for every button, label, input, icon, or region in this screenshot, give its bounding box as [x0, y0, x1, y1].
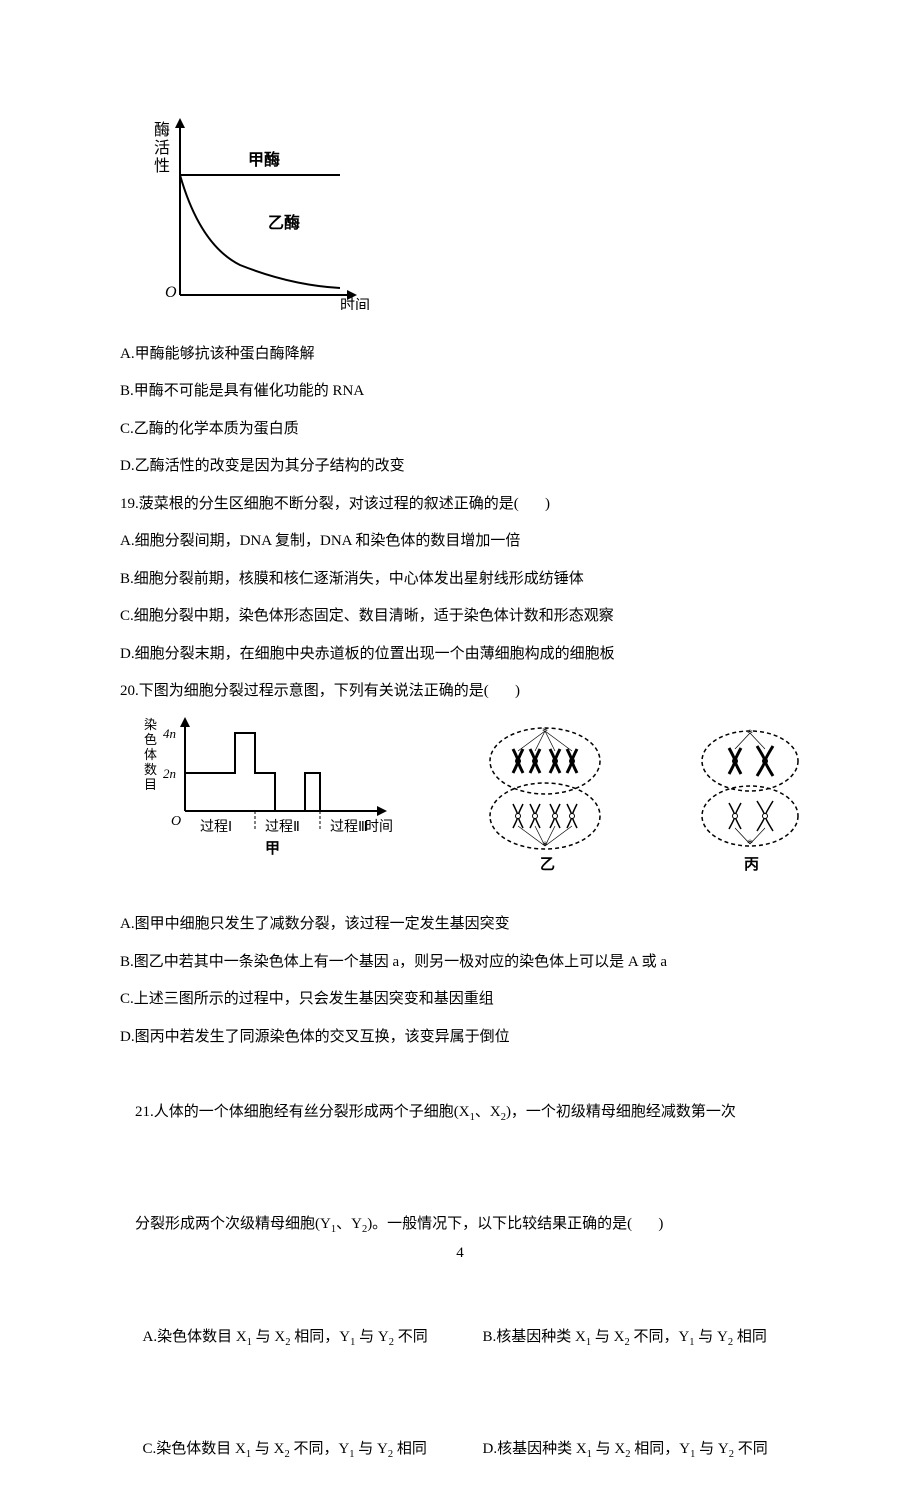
- svg-text:过程Ⅰ: 过程Ⅰ: [200, 819, 232, 835]
- q21c-post: 相同: [393, 1441, 427, 1457]
- svg-text:O: O: [171, 814, 181, 829]
- q21a-m2: 相同，Y: [291, 1329, 351, 1345]
- svg-text:甲酶: 甲酶: [248, 150, 280, 169]
- page-number: 4: [0, 1235, 920, 1273]
- option-d-18: D.乙酶活性的改变是因为其分子结构的改变: [120, 448, 800, 486]
- q21d-m1: 与 X: [592, 1441, 625, 1457]
- question-20-option-a: A.图甲中细胞只发生了减数分裂，该过程一定发生基因突变: [120, 906, 800, 944]
- q21c-m1: 与 X: [251, 1441, 284, 1457]
- question-21-row2: C.染色体数目 X1 与 X2 不同，Y1 与 Y2 相同 D.核基因种类 X1…: [120, 1394, 800, 1506]
- q20-figure-row: 染色体数目4n2nO过程Ⅰ过程Ⅱ过程Ⅲ时间甲 **乙 **丙: [140, 711, 800, 887]
- svg-text:目: 目: [144, 777, 157, 792]
- q21a-post: 不同: [394, 1329, 428, 1345]
- svg-text:乙酶: 乙酶: [268, 213, 300, 232]
- option-c-18: C.乙酶的化学本质为蛋白质: [120, 411, 800, 449]
- q21-l1-post: )，一个初级精母细胞经减数第一次: [506, 1104, 736, 1120]
- svg-text:活: 活: [154, 139, 170, 157]
- q21b-m2: 不同，Y: [630, 1329, 690, 1345]
- chromosome-count-chart: 染色体数目 4n 2n O 过程Ⅰ 过程Ⅱ 过程Ⅲ时间甲: [140, 711, 400, 887]
- svg-text:时间: 时间: [340, 297, 370, 310]
- option-b-18: B.甲酶不可能是具有催化功能的 RNA: [120, 373, 800, 411]
- question-19-option-c: C.细胞分裂中期，染色体形态固定、数目清晰，适于染色体计数和形态观察: [120, 598, 800, 636]
- q21d-m3: 与 Y: [695, 1441, 728, 1457]
- q21-l2-pre: 分裂形成两个次级精母细胞(Y: [135, 1216, 331, 1232]
- q21b-m1: 与 X: [591, 1329, 624, 1345]
- q21c-m3: 与 Y: [355, 1441, 388, 1457]
- question-19-option-a: A.细胞分裂间期，DNA 复制，DNA 和染色体的数目增加一倍: [120, 523, 800, 561]
- q21c-m2: 不同，Y: [290, 1441, 350, 1457]
- svg-text:酶: 酶: [154, 121, 170, 139]
- question-21-option-a: A.染色体数目 X1 与 X2 相同，Y1 与 Y2 不同: [120, 1281, 460, 1394]
- q21-l2-mid: 、Y: [336, 1216, 362, 1232]
- q21-l1-mid: 、X: [475, 1104, 501, 1120]
- q21-l1-pre: 21.人体的一个体细胞经有丝分裂形成两个子细胞(X: [135, 1104, 470, 1120]
- svg-text:*: *: [542, 838, 548, 852]
- q21a-m1: 与 X: [252, 1329, 285, 1345]
- q21d-m2: 相同，Y: [631, 1441, 691, 1457]
- question-21-stem-line1: 21.人体的一个体细胞经有丝分裂形成两个子细胞(X1、X2)，一个初级精母细胞经…: [120, 1056, 800, 1169]
- svg-text:体: 体: [144, 747, 157, 762]
- q21a-pre: A.染色体数目 X: [143, 1329, 247, 1345]
- q21d-post: 不同: [734, 1441, 768, 1457]
- q21c-pre: C.染色体数目 X: [143, 1441, 246, 1457]
- question-21-option-b: B.核基因种类 X1 与 X2 不同，Y1 与 Y2 相同: [460, 1281, 800, 1394]
- question-19-option-d: D.细胞分裂末期，在细胞中央赤道板的位置出现一个由薄细胞构成的细胞板: [120, 636, 800, 674]
- q21d-pre: D.核基因种类 X: [483, 1441, 587, 1457]
- option-a-18: A.甲酶能够抗该种蛋白酶降解: [120, 336, 800, 374]
- svg-text:甲: 甲: [265, 840, 280, 857]
- q21a-m3: 与 Y: [355, 1329, 388, 1345]
- q21b-post: 相同: [733, 1329, 767, 1345]
- question-20-option-b: B.图乙中若其中一条染色体上有一个基因 a，则另一极对应的染色体上可以是 A 或…: [120, 944, 800, 982]
- question-20-option-d: D.图丙中若发生了同源染色体的交叉互换，该变异属于倒位: [120, 1019, 800, 1057]
- question-21-option-c: C.染色体数目 X1 与 X2 不同，Y1 与 Y2 相同: [120, 1394, 460, 1506]
- svg-text:时间: 时间: [365, 819, 393, 835]
- svg-text:乙: 乙: [540, 857, 555, 871]
- question-19-stem: 19.菠菜根的分生区细胞不断分裂，对该过程的叙述正确的是( ): [120, 486, 800, 524]
- svg-text:O: O: [165, 284, 177, 301]
- svg-text:过程Ⅱ: 过程Ⅱ: [265, 819, 300, 835]
- question-20-stem: 20.下图为细胞分裂过程示意图，下列有关说法正确的是( ): [120, 673, 800, 711]
- q21b-m3: 与 Y: [695, 1329, 728, 1345]
- svg-text:4n: 4n: [163, 726, 176, 741]
- svg-text:性: 性: [154, 157, 170, 175]
- q21b-pre: B.核基因种类 X: [483, 1329, 586, 1345]
- svg-text:过程Ⅲ: 过程Ⅲ: [330, 819, 368, 835]
- svg-text:染: 染: [144, 717, 157, 732]
- svg-text:色: 色: [144, 732, 157, 747]
- question-21-option-d: D.核基因种类 X1 与 X2 相同，Y1 与 Y2 不同: [460, 1394, 800, 1506]
- svg-text:数: 数: [144, 762, 157, 777]
- svg-text:*: *: [747, 836, 753, 850]
- question-21-row1: A.染色体数目 X1 与 X2 相同，Y1 与 Y2 不同 B.核基因种类 X1…: [120, 1281, 800, 1394]
- svg-text:丙: 丙: [744, 856, 759, 871]
- svg-text:2n: 2n: [163, 766, 176, 781]
- cell-division-diagram-yi: **乙: [480, 721, 610, 887]
- q21-l2-post: )。一般情况下，以下比较结果正确的是( ): [367, 1216, 663, 1232]
- enzyme-activity-chart: 酶活性 O 时间 甲酶乙酶: [140, 110, 800, 326]
- cell-division-diagram-bing: **丙: [690, 721, 810, 887]
- question-19-option-b: B.细胞分裂前期，核膜和核仁逐渐消失，中心体发出星射线形成纺锤体: [120, 561, 800, 599]
- question-20-option-c: C.上述三图所示的过程中，只会发生基因突变和基因重组: [120, 981, 800, 1019]
